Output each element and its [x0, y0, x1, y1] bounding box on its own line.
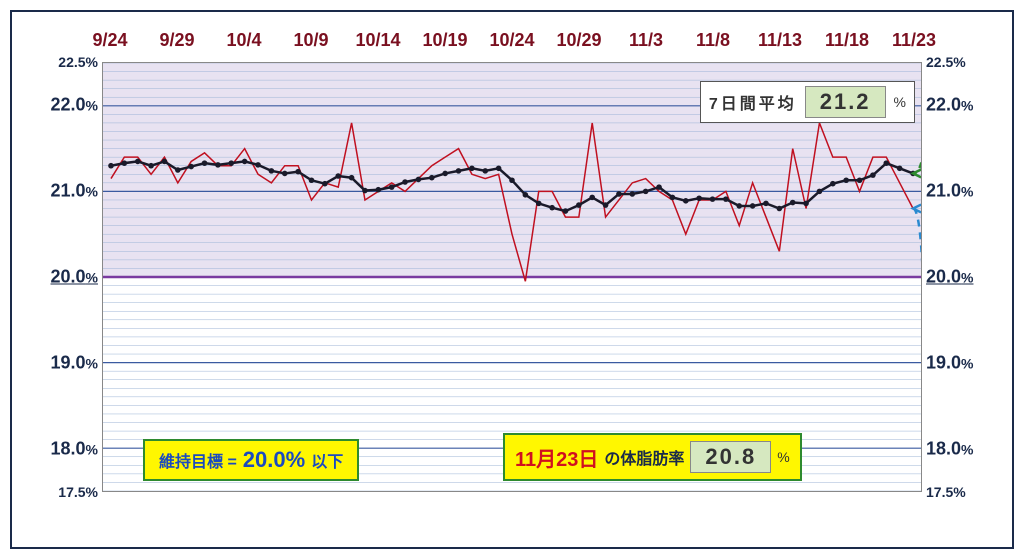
current-date: 11月23日 — [515, 443, 598, 472]
x-tick-label: 10/9 — [293, 30, 328, 51]
target-value: 20.0% — [243, 447, 305, 473]
target-suffix: 以下 — [311, 448, 343, 472]
target-box: 維持目標 = 20.0% 以下 — [143, 439, 359, 481]
y-tick-label: 22.0% — [18, 95, 98, 116]
y-tick-label: 21.0% — [18, 181, 98, 202]
y-tick-label: 21.0% — [926, 181, 1006, 202]
current-value: 20.8 — [690, 441, 771, 473]
current-box: 11月23日 の体脂肪率 20.8 % — [503, 433, 802, 481]
y-tick-label: 18.0% — [926, 439, 1006, 460]
avg-label: 7日間平均 — [709, 90, 797, 114]
y-tick-label: 19.0% — [926, 353, 1006, 374]
seven-day-average-box: 7日間平均 21.2 % — [700, 81, 915, 123]
plot-area: 7日間平均 21.2 % 維持目標 = 20.0% 以下 11月23日 の体脂肪… — [102, 62, 922, 492]
avg-unit: % — [894, 94, 906, 110]
y-tick-label: 22.5% — [926, 54, 1006, 70]
x-tick-label: 10/14 — [355, 30, 400, 51]
plot-svg — [103, 63, 921, 491]
y-tick-label: 18.0% — [18, 439, 98, 460]
x-tick-label: 11/3 — [629, 30, 663, 51]
x-tick-label: 10/4 — [226, 30, 261, 51]
y-tick-label: 17.5% — [926, 484, 1006, 500]
y-axis-right: 17.5%18.0%19.0%20.0%21.0%22.0%22.5% — [926, 62, 1006, 492]
x-tick-label: 11/8 — [696, 30, 730, 51]
target-label: 維持目標 = — [159, 448, 237, 472]
y-tick-label: 22.5% — [18, 54, 98, 70]
x-tick-label: 11/23 — [892, 30, 936, 51]
current-label: の体脂肪率 — [604, 445, 684, 469]
x-tick-label: 11/13 — [758, 30, 802, 51]
y-tick-label: 17.5% — [18, 484, 98, 500]
x-tick-label: 9/24 — [92, 30, 127, 51]
y-tick-label: 19.0% — [18, 353, 98, 374]
x-tick-label: 9/29 — [159, 30, 194, 51]
y-axis-left: 17.5%18.0%19.0%20.0%21.0%22.0%22.5% — [18, 62, 98, 492]
avg-value: 21.2 — [805, 86, 886, 118]
chart-frame: 9/24 9/29 10/4 10/9 10/14 10/19 10/24 10/29 11/3… — [10, 10, 1014, 549]
y-tick-label: 20.0% — [926, 267, 1006, 288]
y-tick-label: 22.0% — [926, 95, 1006, 116]
x-axis-ticks: 9/249/2910/410/910/1410/1910/2410/2911/3… — [102, 30, 922, 60]
x-tick-label: 10/29 — [556, 30, 601, 51]
x-tick-label: 10/24 — [489, 30, 534, 51]
x-tick-label: 11/18 — [825, 30, 869, 51]
y-tick-label: 20.0% — [18, 267, 98, 288]
current-unit: % — [777, 449, 789, 465]
x-tick-label: 10/19 — [422, 30, 467, 51]
